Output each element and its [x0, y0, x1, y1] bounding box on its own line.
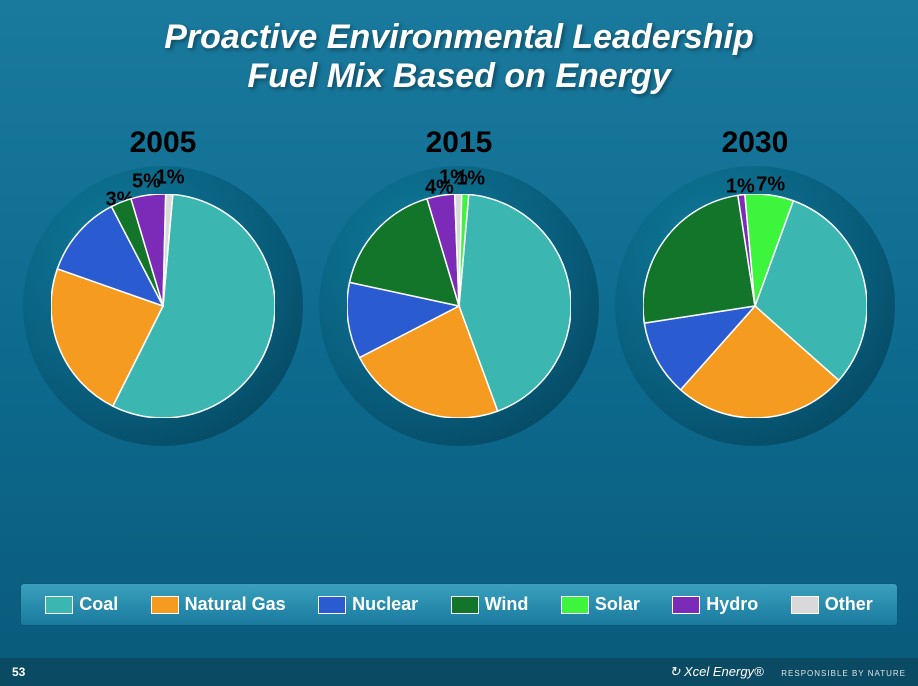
legend-swatch-nuclear: [318, 596, 346, 614]
legend-item-other: Other: [791, 594, 873, 615]
legend-swatch-wind: [451, 596, 479, 614]
pie-wrap: 43%23%11%17%4%1%1%: [319, 166, 599, 446]
legend-label-coal: Coal: [79, 594, 118, 615]
legend-swatch-natgas: [151, 596, 179, 614]
year-label: 2015: [426, 126, 493, 160]
chart-2005: 2005 56%23%12%3%5%1%: [23, 126, 303, 446]
slice-label-solar: 1%: [456, 167, 485, 190]
legend-item-coal: Coal: [45, 594, 118, 615]
chart-2030: 2030 31%25%11%25%1%7%: [615, 126, 895, 446]
title-line-1: Proactive Environmental Leadership: [164, 18, 754, 56]
legend-swatch-hydro: [672, 596, 700, 614]
legend-swatch-other: [791, 596, 819, 614]
legend-label-nuclear: Nuclear: [352, 594, 418, 615]
legend-item-wind: Wind: [451, 594, 529, 615]
legend-swatch-coal: [45, 596, 73, 614]
chart-2015: 2015 43%23%11%17%4%1%1%: [319, 126, 599, 446]
legend-item-nuclear: Nuclear: [318, 594, 418, 615]
legend-item-hydro: Hydro: [672, 594, 758, 615]
footer-bar: 53 ↻ Xcel Energy® RESPONSIBLE BY NATURE: [0, 658, 918, 686]
legend-label-hydro: Hydro: [706, 594, 758, 615]
legend-label-wind: Wind: [485, 594, 529, 615]
legend-bar: Coal Natural Gas Nuclear Wind Solar Hydro Othe…: [20, 583, 898, 626]
page-number: 53: [12, 665, 25, 679]
charts-row: 2005 56%23%12%3%5%1% 2015 43%23%11%17%4%1%1…: [0, 126, 918, 446]
year-label: 2005: [130, 126, 197, 160]
pie-wrap: 56%23%12%3%5%1%: [23, 166, 303, 446]
pie-chart: [347, 194, 571, 418]
slice-label-other: 1%: [156, 167, 185, 190]
legend-label-natgas: Natural Gas: [185, 594, 286, 615]
pie-chart: [51, 194, 275, 418]
pie-wrap: 31%25%11%25%1%7%: [615, 166, 895, 446]
legend-item-natgas: Natural Gas: [151, 594, 286, 615]
legend-label-other: Other: [825, 594, 873, 615]
pie-chart: [643, 194, 867, 418]
legend-swatch-solar: [561, 596, 589, 614]
year-label: 2030: [722, 126, 789, 160]
page-title: Proactive Environmental Leadership Fuel …: [0, 0, 918, 96]
legend-label-solar: Solar: [595, 594, 640, 615]
slice-wind: [643, 196, 755, 324]
title-line-2: Fuel Mix Based on Energy: [247, 57, 670, 95]
legend-item-solar: Solar: [561, 594, 640, 615]
footer-brand: ↻ Xcel Energy® RESPONSIBLE BY NATURE: [669, 664, 906, 680]
